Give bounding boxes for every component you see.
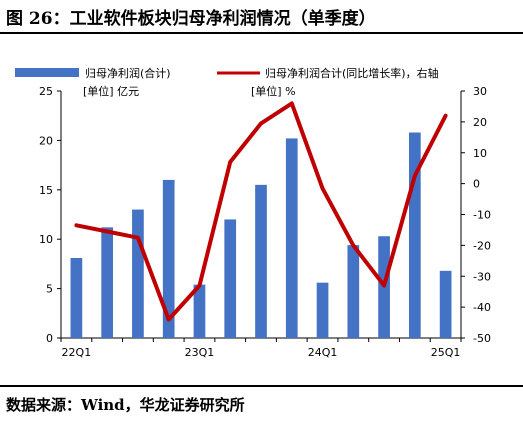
left-tick-label: 25 — [39, 85, 53, 98]
legend-bar-swatch — [15, 68, 79, 77]
legend-line-label: 归母净利润合计(同比增长率)，右轴 — [265, 66, 439, 80]
x-tick-label: 22Q1 — [62, 346, 92, 359]
bar — [162, 179, 175, 338]
bar — [224, 219, 237, 338]
bar — [409, 132, 421, 338]
figure-title: 图 26：工业软件板块归母净利润情况（单季度） — [6, 9, 376, 29]
right-tick-label: 0 — [473, 178, 480, 191]
title-rule — [0, 32, 523, 34]
legend: 归母净利润(合计) 归母净利润合计(同比增长率)，右轴 — [15, 66, 439, 80]
left-tick-label: 0 — [46, 332, 53, 345]
bar — [347, 245, 360, 338]
line-series — [74, 101, 448, 322]
bar — [285, 138, 298, 338]
right-axis-unit: [单位] % — [251, 84, 296, 98]
x-tick-label: 25Q1 — [431, 346, 461, 359]
right-tick-label: -10 — [473, 209, 491, 222]
right-tick-label: -50 — [473, 332, 491, 345]
right-tick-label: 20 — [473, 116, 487, 129]
right-tick-label: 30 — [473, 85, 487, 98]
left-tick-label: 10 — [39, 233, 53, 246]
left-tick-label: 20 — [39, 134, 53, 147]
left-axis-unit: [单位] 亿元 — [83, 84, 139, 98]
growth-rate-line — [74, 101, 448, 322]
right-tick-label: -30 — [473, 270, 491, 283]
right-tick-label: 10 — [473, 147, 487, 160]
bar — [132, 209, 144, 338]
left-tick-label: 5 — [46, 283, 53, 296]
legend-bar-label: 归母净利润(合计) — [85, 66, 171, 80]
bar — [255, 184, 267, 338]
source-note: 数据来源：Wind，华龙证券研究所 — [6, 396, 245, 414]
bar — [316, 282, 329, 338]
source-rule — [0, 385, 523, 387]
left-tick-label: 15 — [39, 184, 53, 197]
x-tick-label: 23Q1 — [185, 346, 215, 359]
bar — [70, 257, 83, 338]
x-tick-label: 24Q1 — [308, 346, 338, 359]
right-tick-label: -20 — [473, 239, 491, 252]
bar — [439, 270, 452, 338]
bar — [193, 284, 206, 338]
right-tick-label: -40 — [473, 301, 491, 314]
bar — [101, 227, 113, 338]
